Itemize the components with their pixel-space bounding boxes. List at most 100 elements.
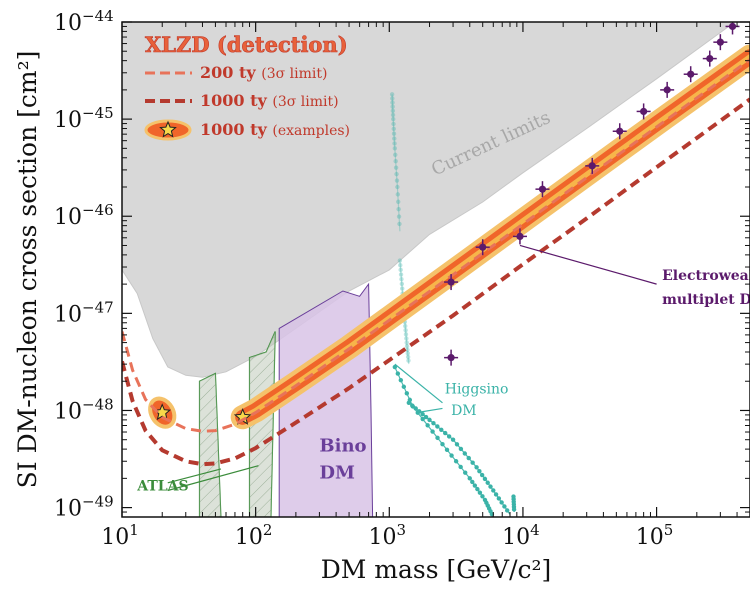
x-axis-title: DM mass [GeV/c²] [321,555,552,584]
higgsino-point [453,459,459,464]
higgsino-point [488,484,493,489]
higgsino-tracks [389,92,517,517]
higgsino-point [398,377,404,383]
higgsino-point [391,131,397,136]
y-tick-label: 10−47 [54,298,114,327]
higgsino-point [477,490,483,495]
higgsino-point [435,435,440,441]
higgsino-point [390,96,395,101]
atlas-pointer-1 [167,468,222,484]
higgsino-point [392,364,398,370]
higgsino-point [394,178,400,183]
higgsino-point [403,327,408,333]
legend-entry-label: 200 ty (3σ limit) [200,63,327,82]
higgsino-point [446,434,452,439]
ew-point [706,54,714,63]
higgsino-point [401,384,407,389]
x-tick-label: 101 [101,521,139,550]
limit-line-1000ty [122,97,750,467]
examples-band [148,44,750,430]
higgsino-point [499,500,504,505]
higgsino-point [404,343,410,349]
higgsino-point [396,214,402,219]
higgsino-point [405,347,410,352]
higgsino-point [398,262,403,268]
higgsino-point [480,494,485,499]
y-tick-label: 10−46 [54,201,114,230]
y-tick-label: 10−44 [54,7,114,36]
higgsino-point [467,476,472,481]
higgsino-point [390,100,395,105]
legend-entry-label: 1000 ty (examples) [200,120,350,139]
legend: XLZD (detection) 200 ty (3σ limit) 1000 ty… [144,32,350,141]
higgsino-point [440,441,445,447]
atlas-2-fill [249,331,276,517]
higgsino-point [458,464,463,470]
higgsino-point [390,108,396,114]
higgsino-point [404,336,409,341]
higgsino-point [430,429,435,434]
higgsino-point [406,400,412,405]
higgsino-point [391,126,396,132]
higgsino-point [392,141,397,146]
legend-entry-label: 1000 ty (3σ limit) [200,91,339,110]
annotation-label: ATLAS [136,478,188,494]
ew-point [588,162,596,170]
higgsino-point [491,488,496,493]
higgsino-point [420,416,425,422]
legend-title: XLZD (detection) [145,32,348,57]
higgsino-point [458,446,464,452]
electroweak-points [444,22,740,366]
higgsino-point [482,476,488,482]
higgsino-point [392,146,398,151]
y-axis-title: SI DM-nucleon cross section [cm²] [13,51,42,489]
atlas-1-fill [199,373,221,517]
higgsino-track [391,94,401,232]
y-tick-label: 10−48 [54,395,114,424]
higgsino-point [391,116,396,122]
higgsino-point [396,199,401,204]
band-inner [240,54,750,420]
annotation-label: multiplet DM [662,292,750,308]
current-limits-region [122,22,750,378]
higgsino-point [420,411,425,417]
higgsino-point [397,221,402,227]
example-star [159,120,177,138]
higgsino-point [502,504,507,509]
higgsino-point [462,451,468,456]
higgsino-point [423,414,429,420]
higgsino-point [431,420,436,426]
y-tick-label: 10−49 [54,493,114,522]
higgsino-point [477,468,482,474]
higgsino-point [404,340,409,345]
higgsino-point [395,192,401,197]
higgsino-point [405,354,411,360]
higgsino-point [410,403,415,408]
ew-point [663,86,671,94]
plot-frame [121,21,750,518]
higgsino-point [393,152,398,157]
higgsino-point [439,427,444,432]
annotation-label: DM [319,462,355,483]
higgsino-point [413,406,418,411]
higgsino-point [479,472,485,478]
higgsino-point [395,371,401,376]
higgsino-point [485,480,490,485]
ew-point [716,38,724,46]
higgsino-pointer-2 [416,407,443,414]
ew-point [640,107,648,116]
annotation-label: DM [451,403,477,419]
y-tick-label: 10−45 [54,104,114,133]
higgsino-point [400,286,405,291]
higgsino-point [395,184,400,190]
atlas-pointer-2 [167,465,259,492]
higgsino-point [403,323,408,329]
limit-line-200ty [122,58,750,433]
higgsino-point [443,430,448,436]
ew-point [479,243,487,251]
ew-point [538,185,547,193]
higgsino-point [404,391,410,396]
ew-point [447,278,455,286]
x-tick-label: 105 [636,521,674,550]
higgsino-point [394,171,399,177]
